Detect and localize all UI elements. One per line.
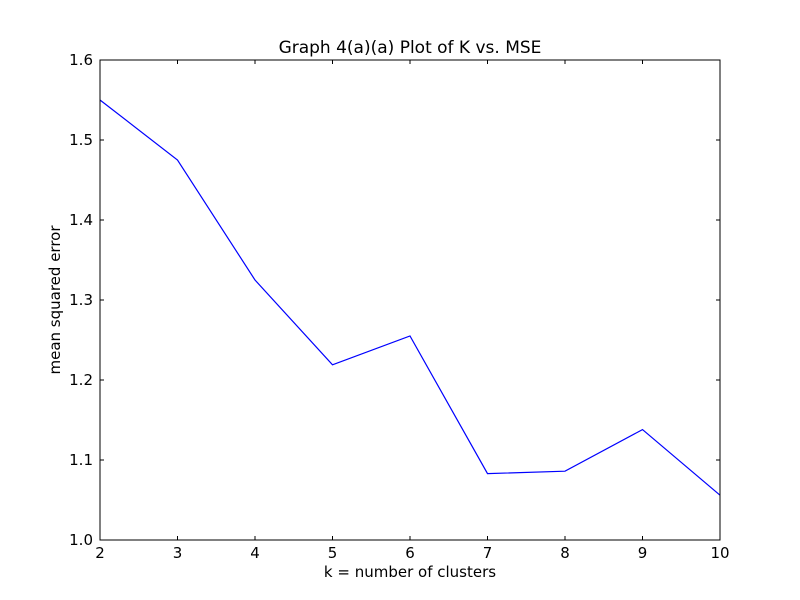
- y-tick-label: 1.6: [69, 51, 93, 69]
- chart-title: Graph 4(a)(a) Plot of K vs. MSE: [279, 38, 542, 58]
- x-tick-label: 2: [95, 544, 105, 562]
- x-tick-label: 4: [250, 544, 260, 562]
- x-axis-label: k = number of clusters: [324, 563, 496, 581]
- y-tick-label: 1.5: [69, 131, 93, 149]
- y-tick-label: 1.2: [69, 371, 93, 389]
- y-tick-label: 1.1: [69, 451, 93, 469]
- x-tick-label: 7: [483, 544, 493, 562]
- series-layer: [99, 99, 721, 496]
- y-tick-label: 1.3: [69, 291, 93, 309]
- y-tick-label: 1.0: [69, 531, 93, 549]
- x-tick-label: 3: [173, 544, 183, 562]
- x-tick-label: 5: [328, 544, 338, 562]
- plot-area: [100, 60, 720, 540]
- x-tick-label: 8: [560, 544, 570, 562]
- y-tick-label: 1.4: [69, 211, 93, 229]
- x-tick-label: 9: [638, 544, 648, 562]
- plot-border: [99, 59, 721, 541]
- y-axis-ticks: 1.0 1.1 1.2 1.3 1.4 1.5 1.6: [69, 51, 720, 549]
- y-axis-label: mean squared error: [46, 225, 64, 375]
- x-tick-label: 10: [710, 544, 729, 562]
- x-tick-label: 6: [405, 544, 415, 562]
